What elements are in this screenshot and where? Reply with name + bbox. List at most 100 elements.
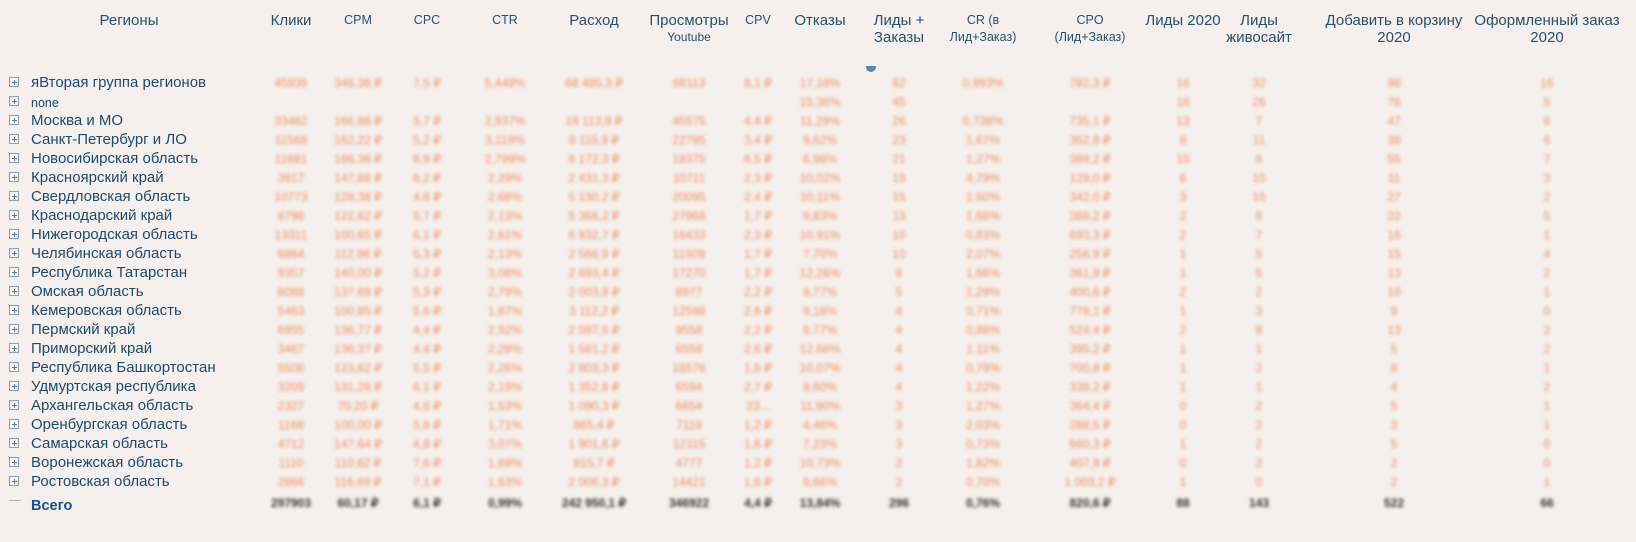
column-header-cpo[interactable]: CPO (Лид+Заказ) [1055, 12, 1126, 46]
expand-plus-icon[interactable] [9, 476, 19, 486]
cell-cpc: 5,3 ₽ [413, 285, 441, 299]
cell-bounces: 10,07% [799, 361, 841, 375]
cell-cpo: 388,2 ₽ [1069, 209, 1111, 223]
table-row: Самарская область 4712 147,64 ₽ 4,8 ₽ 3,07% 1… [0, 435, 1636, 454]
cell-leads_orders: 4 [895, 361, 903, 375]
expand-plus-icon[interactable] [9, 343, 19, 353]
cell-cpv: 1,2 ₽ [744, 456, 772, 470]
expand-plus-icon[interactable] [9, 381, 19, 391]
region-name[interactable]: Красноярский край [31, 169, 164, 186]
expand-plus-icon[interactable] [9, 172, 19, 182]
cell-order2020: 2 [1543, 266, 1551, 280]
sort-indicator-icon[interactable] [866, 66, 876, 72]
column-header-sublabel: Youtube [667, 30, 711, 44]
column-header-cpm[interactable]: CPM [344, 12, 372, 29]
column-header-label: Лиды [1240, 12, 1278, 29]
column-header-cart2020[interactable]: Добавить в корзину 2020 [1326, 12, 1463, 46]
expand-plus-icon[interactable] [9, 324, 19, 334]
column-header-cpv[interactable]: CPV [745, 12, 771, 29]
cell-clicks: 2866 [277, 475, 305, 489]
column-header-leads_jivo[interactable]: Лиды живосайт [1226, 12, 1292, 46]
region-name[interactable]: Пермский край [31, 321, 136, 338]
expand-plus-icon[interactable] [9, 400, 19, 410]
expand-plus-icon[interactable] [9, 286, 19, 296]
expand-plus-icon[interactable] [9, 96, 19, 106]
region-name[interactable]: Приморский край [31, 340, 153, 357]
table-row: Красноярский край 3917 147,88 ₽ 6,2 ₽ 2,29% 2… [0, 169, 1636, 188]
table-row: Краснодарский край 8798 122,62 ₽ 5,7 ₽ 2,13%… [0, 207, 1636, 226]
expand-plus-icon[interactable] [9, 134, 19, 144]
expand-plus-icon[interactable] [9, 457, 19, 467]
cell-cart2020: 13 [1387, 266, 1401, 280]
expand-plus-icon[interactable] [9, 305, 19, 315]
region-name[interactable]: Удмуртская республика [31, 378, 196, 395]
region-name[interactable]: Краснодарский край [31, 207, 173, 224]
cell-cr: 1,27% [965, 152, 1001, 166]
expand-plus-icon[interactable] [9, 267, 19, 277]
region-name[interactable]: Свердловская область [31, 188, 191, 205]
expand-plus-icon[interactable] [9, 210, 19, 220]
column-header-leads2020[interactable]: Лиды 2020 [1145, 12, 1220, 29]
expand-plus-icon[interactable] [9, 153, 19, 163]
cell-cpv: 1,5 ₽ [744, 361, 772, 375]
expand-plus-icon[interactable] [9, 115, 19, 125]
region-name[interactable]: Ростовская область [31, 473, 170, 490]
column-header-ctr[interactable]: CTR [492, 12, 518, 29]
cell-spend: 68 485,3 ₽ [565, 76, 623, 90]
cell-order2020: 1 [1543, 399, 1551, 413]
cell-clicks: 10773 [274, 190, 308, 204]
cell-bounces: 15,36% [799, 95, 841, 109]
column-header-spend[interactable]: Расход [569, 12, 618, 29]
region-name[interactable]: Архангельская область [31, 397, 194, 414]
column-header-views[interactable]: Просмотры Youtube [649, 12, 728, 46]
column-header-clicks[interactable]: Клики [271, 12, 312, 29]
region-name[interactable]: Кемеровская область [31, 302, 182, 319]
region-name[interactable]: Омская область [31, 283, 144, 300]
cell-cpm: 186,36 ₽ [334, 152, 382, 166]
column-header-label: CPO [1076, 13, 1104, 27]
cell-cpc: 5,7 ₽ [413, 209, 441, 223]
table-row: Новосибирская область 11681 186,36 ₽ 6,9 ₽ 2… [0, 150, 1636, 169]
expand-plus-icon[interactable] [9, 191, 19, 201]
cell-leads_jivo: 1 [1255, 342, 1263, 356]
expand-plus-icon[interactable] [9, 419, 19, 429]
region-name[interactable]: Москва и МО [31, 112, 124, 129]
cell-order2020: 0 [1543, 456, 1551, 470]
cell-cr: 1,68% [965, 209, 1001, 223]
cell-cr: 1,60% [965, 190, 1001, 204]
expand-plus-icon[interactable] [9, 362, 19, 372]
cell-cpo: 364,4 ₽ [1069, 399, 1111, 413]
region-name[interactable]: яВторая группа регионов [31, 74, 207, 91]
expand-plus-icon[interactable] [9, 438, 19, 448]
expand-plus-icon[interactable] [9, 77, 19, 87]
region-name[interactable]: Челябинская область [31, 245, 182, 262]
cell-leads_jivo: 2 [1255, 285, 1263, 299]
cell-cr: 4,79% [965, 171, 1001, 185]
cell-cpc: 4,4 ₽ [413, 323, 441, 337]
column-header-leads_orders[interactable]: Лиды + Заказы [874, 12, 925, 46]
column-header-cr[interactable]: CR (в Лид+Заказ) [950, 12, 1017, 46]
column-header-label: Просмотры [649, 12, 729, 29]
column-header-region[interactable]: Регионы [100, 12, 159, 29]
cell-leads_jivo: 7 [1255, 228, 1263, 242]
region-name[interactable]: Оренбургская область [31, 416, 188, 433]
region-name[interactable]: none [31, 96, 59, 110]
region-name[interactable]: Новосибирская область [31, 150, 199, 167]
cell-cpo: 524,4 ₽ [1069, 323, 1111, 337]
region-name[interactable]: Самарская область [31, 435, 168, 452]
expand-plus-icon[interactable] [9, 229, 19, 239]
column-header-cpc[interactable]: CPC [414, 12, 440, 29]
region-name[interactable]: Санкт-Петербург и ЛО [31, 131, 187, 148]
cell-cpm: 147,88 ₽ [334, 171, 382, 185]
cell-cart2020: 76 [1387, 95, 1401, 109]
column-header-order2020[interactable]: Оформленный заказ 2020 [1474, 12, 1619, 46]
region-name[interactable]: Республика Башкортостан [31, 359, 216, 376]
region-name[interactable]: Нижегородская область [31, 226, 198, 243]
cell-cart2020: 2 [1390, 475, 1398, 489]
region-name[interactable]: Воронежская область [31, 454, 184, 471]
column-header-bounces[interactable]: Отказы [794, 12, 845, 29]
region-name[interactable]: Республика Татарстан [31, 264, 188, 281]
cell-views: 18576 [672, 361, 706, 375]
cell-leads_jivo: 11 [1252, 133, 1266, 147]
expand-plus-icon[interactable] [9, 248, 19, 258]
